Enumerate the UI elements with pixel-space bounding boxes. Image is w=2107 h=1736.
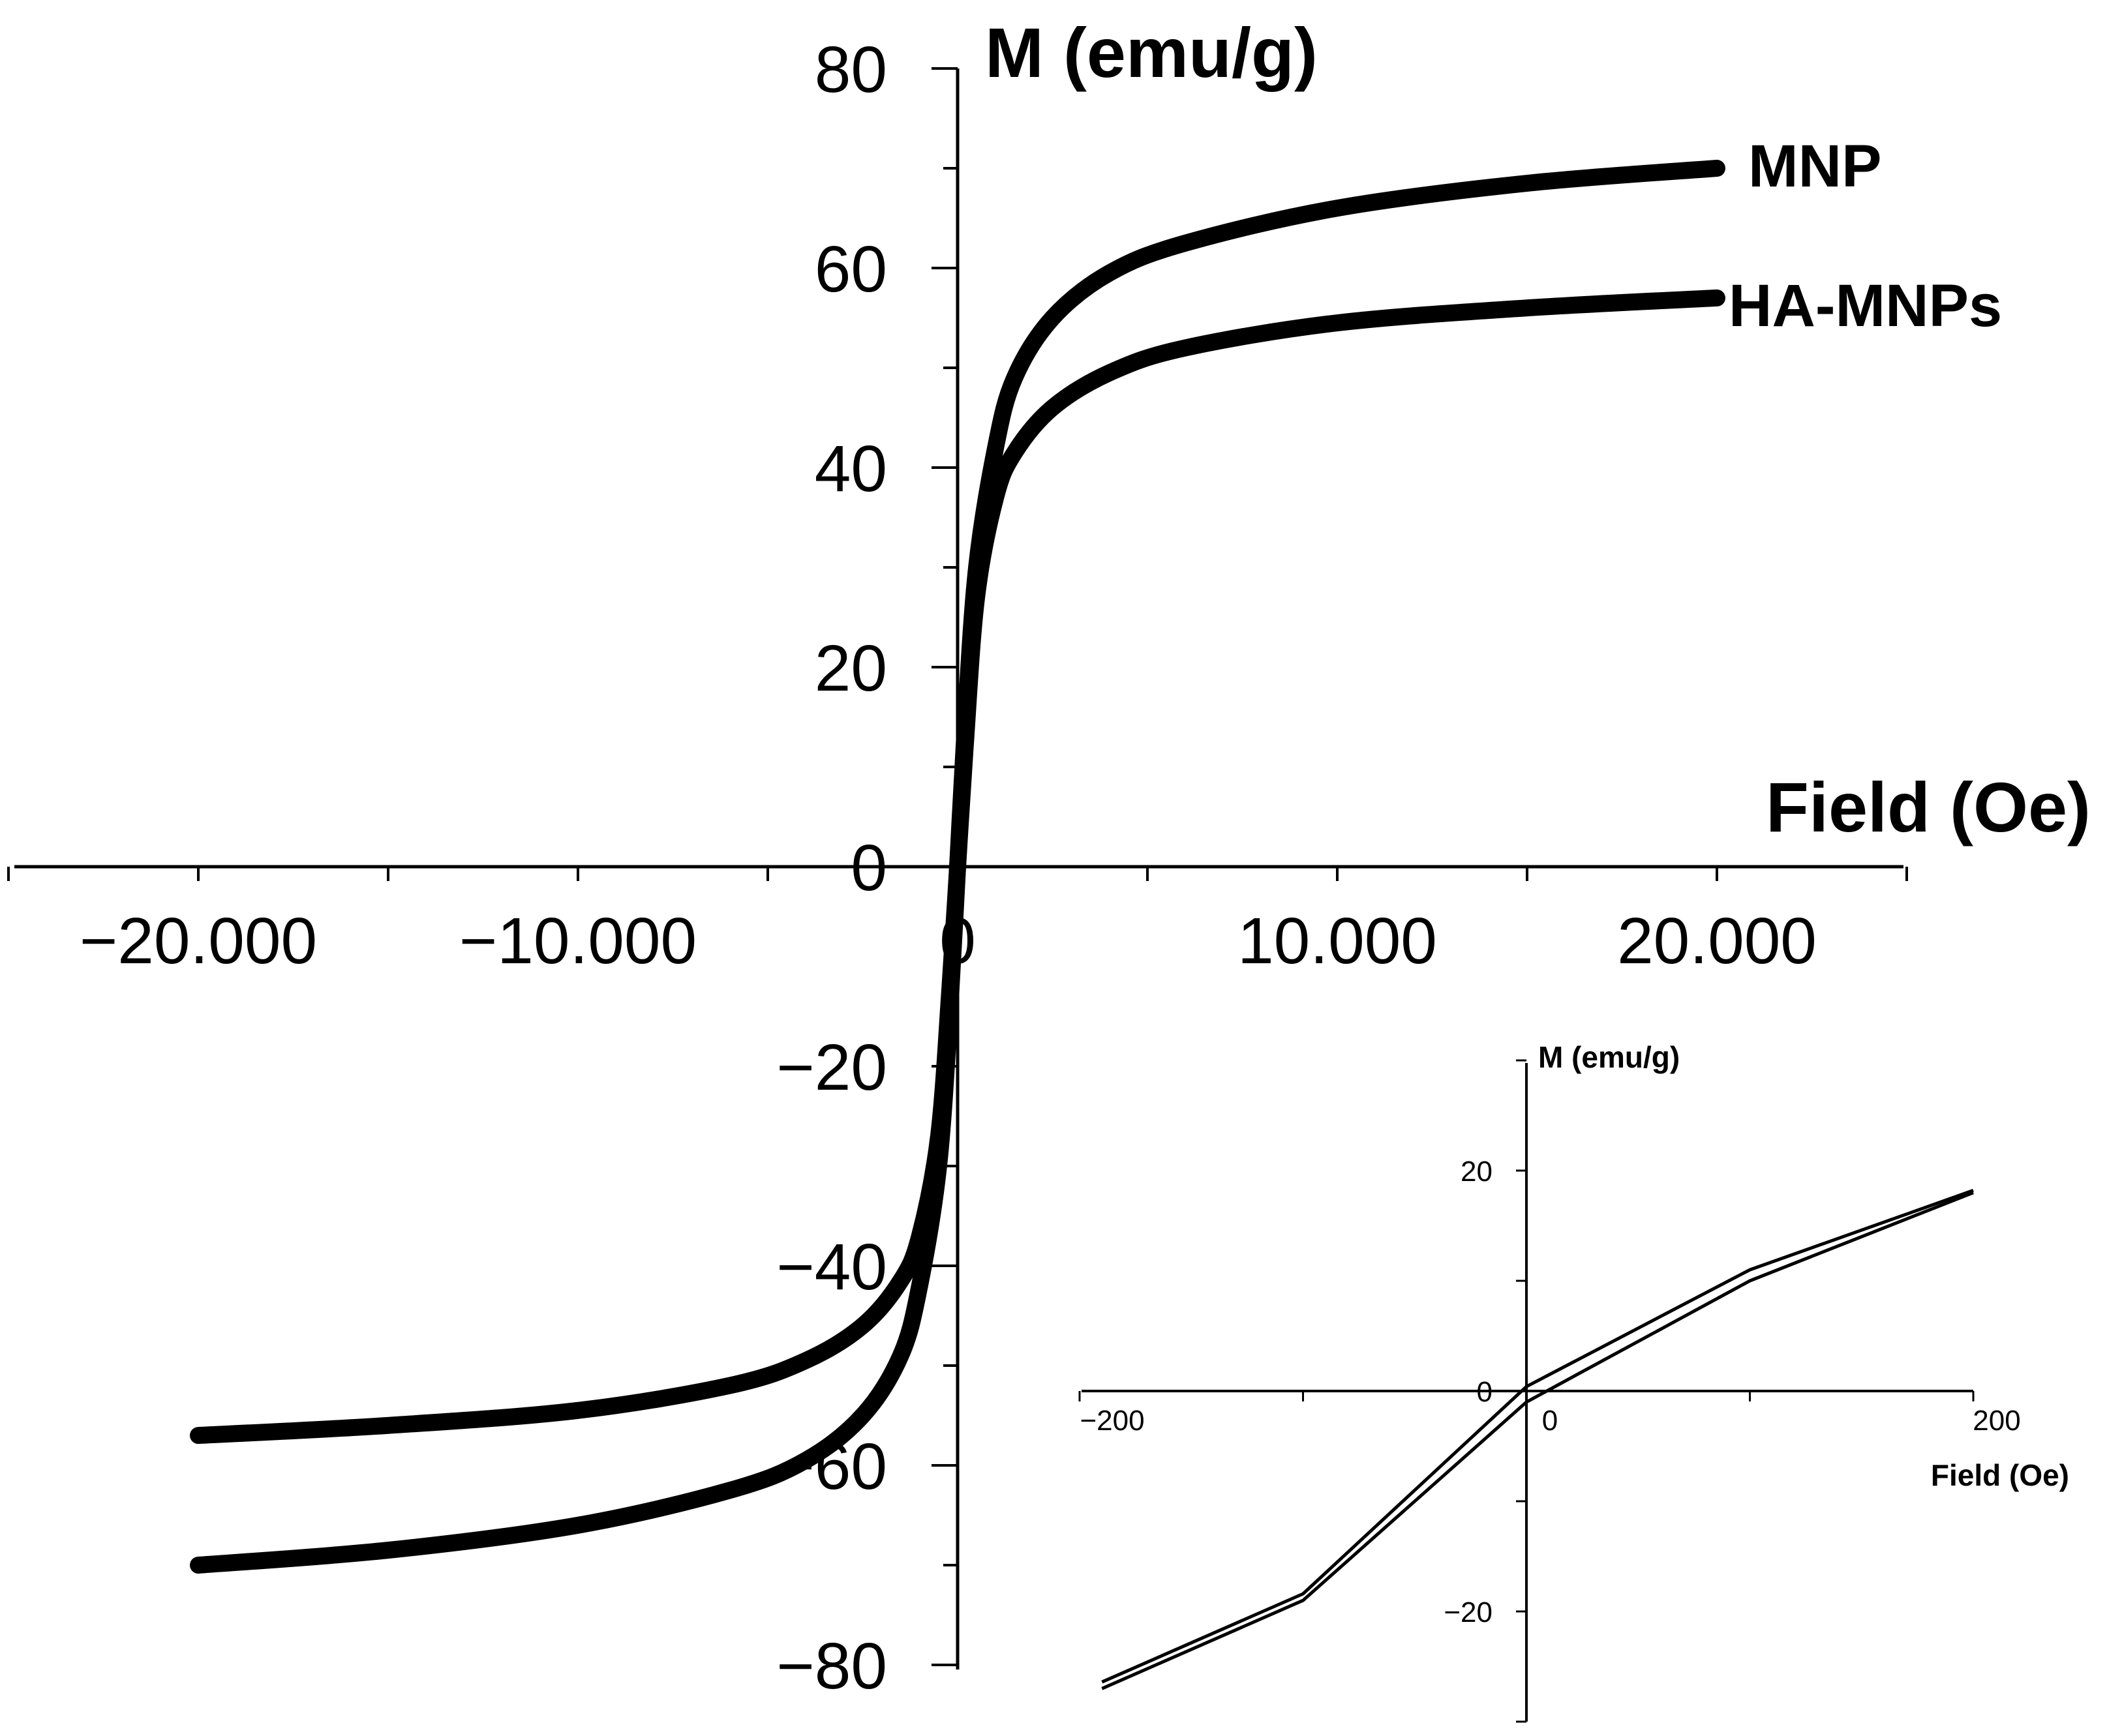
main-x-ticks: −20.000 −10.000 0 10.000 20.000: [7, 867, 1908, 978]
main-x-tick-label: 20.000: [1617, 905, 1817, 978]
inset-x-ticks: −200 0 200: [1078, 1391, 2021, 1437]
inset-x-tick-label: −200: [1080, 1405, 1144, 1437]
main-x-tick-label: 10.000: [1237, 905, 1437, 978]
inset-y-axis-title: M (emu/g): [1538, 1040, 1680, 1074]
inset-series-line-2: [1101, 1189, 1974, 1684]
main-y-tick-label: 40: [815, 432, 887, 505]
main-y-tick-label: 20: [815, 632, 887, 705]
main-x-tick-label: −10.000: [459, 905, 697, 978]
inset-y-tick-label: −20: [1444, 1596, 1493, 1628]
main-y-tick-label: −40: [776, 1231, 887, 1304]
inset-series-line-1: [1101, 1191, 1974, 1690]
main-y-tick-label: 0: [851, 831, 887, 905]
main-x-tick-label: −20.000: [80, 905, 317, 978]
main-y-axis-title: M (emu/g): [985, 13, 1318, 92]
inset-y-ticks: −20 0 20: [1444, 1059, 1526, 1723]
inset-x-tick-label: 0: [1542, 1405, 1558, 1437]
inset-series: [1101, 1189, 1974, 1690]
inset-x-axis-title: Field (Oe): [1931, 1458, 2069, 1492]
main-series: [190, 160, 1725, 1574]
inset-x-tick-label: 200: [1973, 1405, 2020, 1437]
main-y-tick-label: 80: [815, 33, 887, 106]
series-label-mnp: MNP: [1748, 133, 1881, 200]
main-y-tick-label: 60: [815, 233, 887, 306]
inset-y-tick-label: 20: [1461, 1156, 1493, 1188]
main-chart: −20.000 −10.000 0 10.000 20.000 −80−60−40−20…: [7, 13, 2091, 1703]
main-y-tick-label: −20: [776, 1031, 887, 1104]
inset-y-tick-label: 0: [1477, 1376, 1493, 1408]
series-label-ha-mnps: HA-MNPs: [1729, 273, 2002, 339]
main-series-line-ha-mnps: [190, 289, 1725, 1444]
main-y-tick-label: −80: [776, 1630, 887, 1703]
main-x-axis-title: Field (Oe): [1766, 768, 2091, 846]
